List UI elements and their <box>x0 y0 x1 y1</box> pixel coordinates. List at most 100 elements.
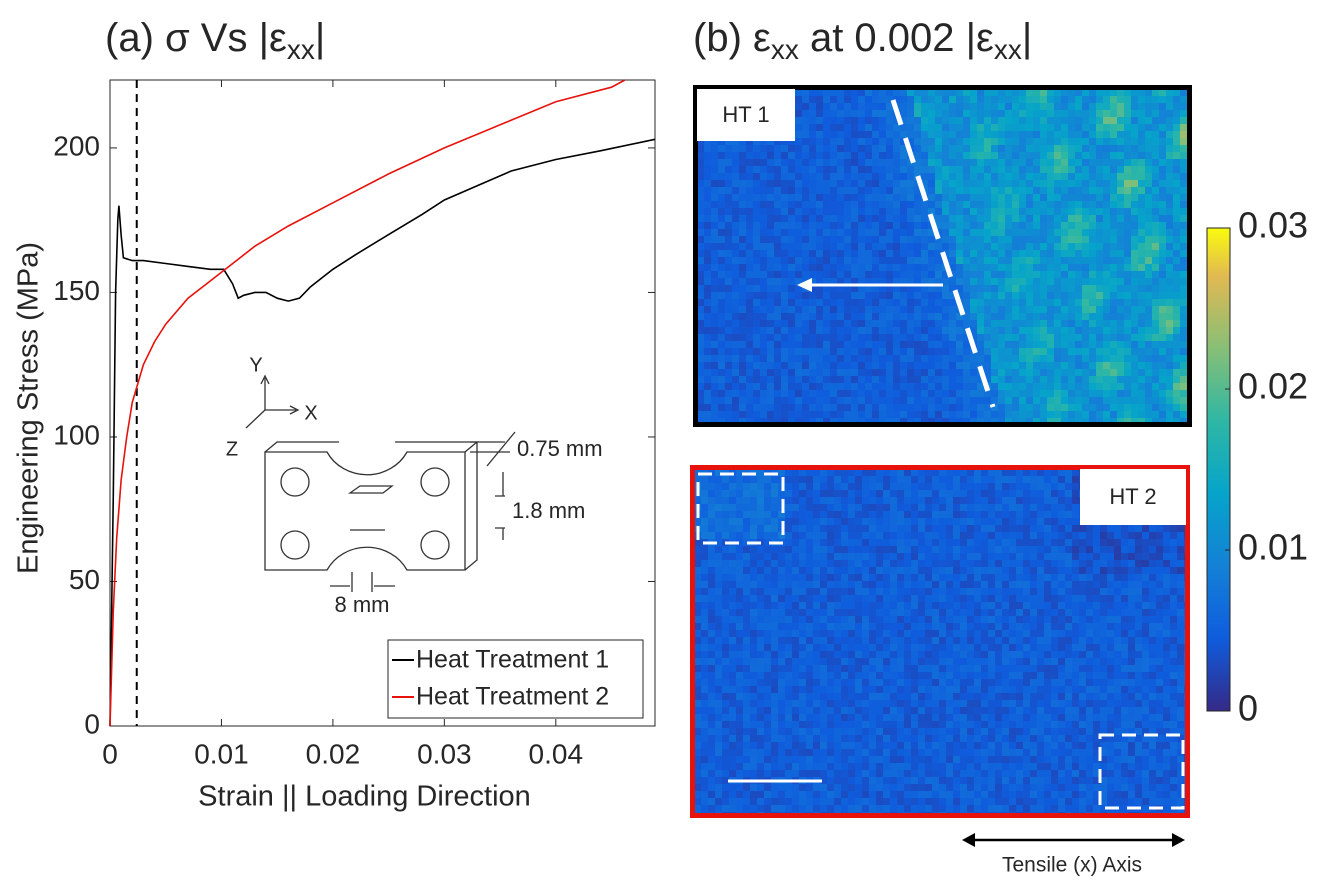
heatmap-cell <box>900 418 907 423</box>
heatmap-cell <box>1138 110 1145 117</box>
heatmap-cell <box>764 560 771 567</box>
heatmap-cell <box>1159 362 1166 369</box>
heatmap-cell <box>1026 145 1033 152</box>
heatmap-cell <box>998 306 1005 313</box>
heatmap-cell <box>935 306 942 313</box>
heatmap-cell <box>795 173 802 180</box>
heatmap-cell <box>862 532 869 539</box>
heatmap-cell <box>1040 411 1047 418</box>
heatmap-cell <box>701 483 708 490</box>
heatmap-cell <box>1005 166 1012 173</box>
heatmap-cell <box>1026 327 1033 334</box>
heatmap-cell <box>953 553 960 560</box>
heatmap-cell <box>746 376 753 383</box>
heatmap-cell <box>1037 574 1044 581</box>
heatmap-cell <box>795 292 802 299</box>
heatmap-cell <box>970 404 977 411</box>
heatmap-cell <box>725 334 732 341</box>
heatmap-cell <box>746 313 753 320</box>
heatmap-cell <box>1068 320 1075 327</box>
heatmap-cell <box>935 159 942 166</box>
heatmap-cell <box>907 292 914 299</box>
heatmap-cell <box>1166 250 1173 257</box>
heatmap-cell <box>890 595 897 602</box>
heatmap-cell <box>998 313 1005 320</box>
heatmap-cell <box>837 187 844 194</box>
heatmap-cell <box>1142 588 1149 595</box>
heatmap-cell <box>778 490 785 497</box>
heatmap-cell <box>792 497 799 504</box>
heatmap-cell <box>869 476 876 483</box>
heatmap-cell <box>911 546 918 553</box>
heatmap-cell <box>1058 525 1065 532</box>
heatmap-cell <box>984 208 991 215</box>
heatmap-cell <box>858 201 865 208</box>
title-text: (a) σ Vs |ε <box>105 16 287 60</box>
heatmap-cell <box>809 327 816 334</box>
heatmap-cell <box>1068 201 1075 208</box>
heatmap-cell <box>771 595 778 602</box>
heatmap-cell <box>848 483 855 490</box>
heatmap-cell <box>701 553 708 560</box>
heatmap-cell <box>841 497 848 504</box>
heatmap-cell <box>995 616 1002 623</box>
heatmap-cell <box>823 306 830 313</box>
heatmap-cell <box>760 390 767 397</box>
heatmap-cell <box>753 257 760 264</box>
heatmap-cell <box>715 609 722 616</box>
heatmap-cell <box>827 490 834 497</box>
heatmap-cell <box>1159 264 1166 271</box>
heatmap-cell <box>806 609 813 616</box>
heatmap-cell <box>977 145 984 152</box>
heatmap-cell <box>1152 201 1159 208</box>
heatmap-cell <box>1033 397 1040 404</box>
heatmap-cell <box>977 418 984 423</box>
heatmap-cell <box>792 483 799 490</box>
heatmap-cell <box>1166 257 1173 264</box>
heatmap-cell <box>753 173 760 180</box>
heatmap-cell <box>834 581 841 588</box>
heatmap-cell <box>802 194 809 201</box>
heatmap-cell <box>960 525 967 532</box>
heatmap-cell <box>862 539 869 546</box>
heatmap-cell <box>1093 525 1100 532</box>
heatmap-cell <box>1051 553 1058 560</box>
heatmap-cell <box>1047 404 1054 411</box>
heatmap-cell <box>872 96 879 103</box>
heatmap-cell <box>893 292 900 299</box>
heatmap-cell <box>830 397 837 404</box>
heatmap-cell <box>883 588 890 595</box>
heatmap-cell <box>823 194 830 201</box>
heatmap-cell <box>1131 138 1138 145</box>
heatmap-cell <box>1117 404 1124 411</box>
heatmap-cell <box>939 469 946 476</box>
heatmap-cell <box>837 285 844 292</box>
heatmap-cell <box>746 264 753 271</box>
heatmap-cell <box>711 327 718 334</box>
heatmap-cell <box>963 369 970 376</box>
heatmap-cell <box>970 299 977 306</box>
heatmap-cell <box>732 404 739 411</box>
heatmap-cell <box>1005 215 1012 222</box>
heatmap-cell <box>1145 411 1152 418</box>
heatmap-cell <box>1061 285 1068 292</box>
heatmap-cell <box>1016 469 1023 476</box>
heatmap-cell <box>767 313 774 320</box>
heatmap-cell <box>879 229 886 236</box>
heatmap-cell <box>1019 110 1026 117</box>
heatmap-cell <box>1068 187 1075 194</box>
heatmap-cell <box>1040 229 1047 236</box>
heatmap-cell <box>984 271 991 278</box>
heatmap-cell <box>795 250 802 257</box>
heatmap-cell <box>1166 306 1173 313</box>
heatmap-cell <box>767 250 774 257</box>
heatmap-cell <box>834 539 841 546</box>
heatmap-cell <box>1107 539 1114 546</box>
heatmap-cell <box>711 159 718 166</box>
heatmap-cell <box>1170 602 1177 609</box>
heatmap-cell <box>1180 208 1187 215</box>
heatmap-cell <box>802 215 809 222</box>
heatmap-cell <box>914 320 921 327</box>
heatmap-cell <box>708 497 715 504</box>
heatmap-cell <box>1103 194 1110 201</box>
